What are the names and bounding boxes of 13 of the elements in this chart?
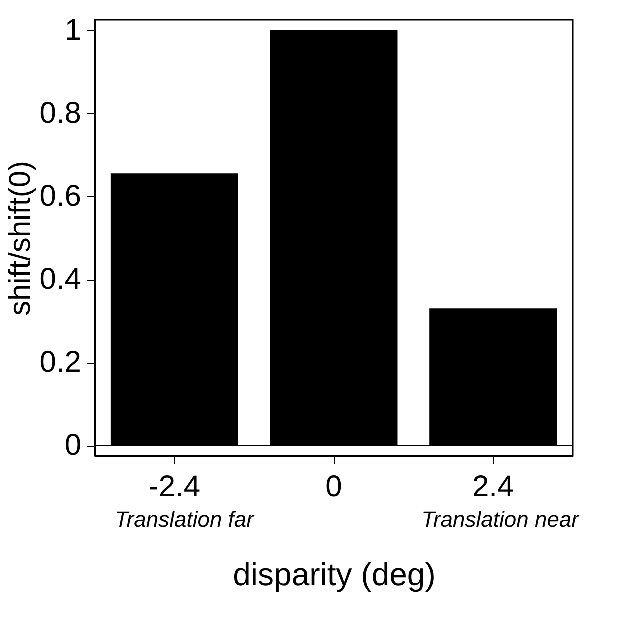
text: Translation far (115, 507, 256, 532)
y-tick-label: 0.8 (40, 96, 82, 130)
y-tick-label: 0.6 (40, 180, 82, 213)
x-tick-label: 0 (326, 470, 342, 504)
y-tick-label: 0 (64, 429, 82, 462)
x-tick-label: -2.4 (148, 470, 201, 504)
x-axis-title: disparity (deg) (233, 556, 436, 592)
x-tick-label: 2.4 (472, 470, 514, 504)
y-tick-label: 0.2 (40, 346, 82, 380)
y-tick-label: 0.4 (40, 263, 82, 296)
y-tick-label: 1 (64, 14, 82, 47)
text: Translation near (422, 507, 581, 532)
y-axis-title: shift/shift(0) (4, 160, 37, 316)
